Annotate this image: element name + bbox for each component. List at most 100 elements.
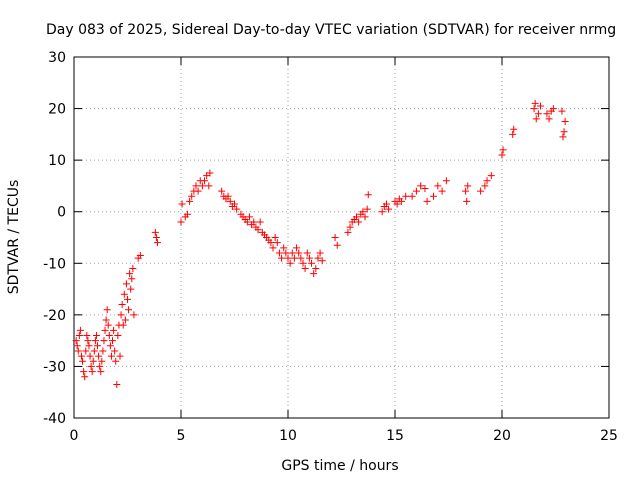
data-point-marker bbox=[183, 210, 191, 218]
data-point-marker bbox=[397, 197, 405, 205]
data-point-marker bbox=[118, 301, 126, 309]
data-point-marker bbox=[301, 264, 309, 272]
data-point-marker bbox=[82, 347, 90, 355]
data-point-marker bbox=[303, 249, 311, 257]
data-point-marker bbox=[385, 205, 393, 213]
data-point-marker bbox=[153, 239, 161, 247]
data-point-marker bbox=[331, 234, 339, 241]
data-point-marker bbox=[119, 321, 127, 329]
data-point-marker bbox=[273, 239, 281, 247]
data-point-marker bbox=[545, 115, 553, 123]
y-axis-ticks: -40 -30 -20 -10 0 10 20 30 bbox=[43, 50, 609, 427]
data-point-marker bbox=[81, 373, 89, 381]
data-point-marker bbox=[549, 105, 557, 113]
data-point-marker bbox=[76, 326, 84, 334]
data-point-marker bbox=[499, 146, 507, 154]
data-point-marker bbox=[198, 182, 206, 190]
data-points bbox=[72, 99, 569, 388]
data-point-marker bbox=[178, 200, 186, 208]
data-point-marker bbox=[560, 128, 568, 136]
y-tick-label: 10 bbox=[48, 153, 66, 169]
data-point-marker bbox=[297, 254, 305, 262]
y-axis-label: SDTVAR / TECUs bbox=[6, 180, 22, 295]
data-point-marker bbox=[128, 275, 136, 283]
data-point-marker bbox=[531, 99, 539, 107]
data-point-marker bbox=[218, 187, 226, 195]
data-point-marker bbox=[99, 347, 107, 355]
data-point-marker bbox=[267, 239, 275, 247]
data-point-marker bbox=[393, 200, 401, 208]
data-point-marker bbox=[561, 117, 569, 125]
chart-title: Day 083 of 2025, Sidereal Day-to-day VTE… bbox=[46, 22, 616, 38]
y-tick-label: -20 bbox=[43, 308, 66, 324]
data-point-marker bbox=[87, 362, 95, 370]
data-point-marker bbox=[269, 244, 277, 252]
data-point-marker bbox=[483, 177, 491, 185]
y-tick-label: 0 bbox=[57, 205, 66, 221]
data-point-marker bbox=[100, 337, 108, 345]
data-point-marker bbox=[85, 342, 93, 350]
data-point-marker bbox=[243, 218, 251, 226]
data-point-marker bbox=[95, 352, 103, 360]
data-point-marker bbox=[89, 357, 97, 365]
data-point-marker bbox=[127, 285, 135, 293]
data-point-marker bbox=[226, 197, 234, 205]
data-point-marker bbox=[107, 352, 115, 360]
data-point-marker bbox=[333, 241, 341, 249]
data-point-marker bbox=[509, 130, 517, 138]
data-point-marker bbox=[254, 226, 262, 234]
data-point-marker bbox=[86, 352, 94, 360]
data-point-marker bbox=[271, 234, 279, 241]
x-tick-label: 25 bbox=[600, 428, 618, 444]
data-point-marker bbox=[532, 115, 540, 123]
y-tick-label: 30 bbox=[48, 50, 66, 66]
data-point-marker bbox=[316, 249, 324, 257]
x-tick-label: 10 bbox=[279, 428, 297, 444]
data-point-marker bbox=[105, 331, 113, 339]
data-point-marker bbox=[462, 187, 470, 195]
data-point-marker bbox=[278, 254, 286, 262]
data-point-marker bbox=[299, 259, 307, 267]
data-point-marker bbox=[284, 254, 292, 262]
data-point-marker bbox=[346, 223, 354, 231]
data-point-marker bbox=[363, 205, 371, 213]
data-point-marker bbox=[92, 331, 100, 339]
data-point-marker bbox=[382, 200, 390, 208]
data-point-marker bbox=[421, 185, 429, 193]
data-point-marker bbox=[114, 331, 122, 339]
data-point-marker bbox=[97, 368, 105, 376]
data-point-marker bbox=[359, 208, 367, 216]
data-point-marker bbox=[126, 270, 134, 278]
x-tick-label: 5 bbox=[177, 428, 186, 444]
data-point-marker bbox=[205, 182, 213, 190]
x-tick-label: 20 bbox=[493, 428, 511, 444]
data-point-marker bbox=[378, 208, 386, 216]
data-point-marker bbox=[430, 192, 438, 200]
data-point-marker bbox=[130, 311, 138, 319]
data-point-marker bbox=[110, 326, 118, 334]
data-point-marker bbox=[464, 182, 472, 190]
data-point-marker bbox=[88, 368, 96, 376]
data-point-marker bbox=[206, 169, 214, 177]
data-point-marker bbox=[129, 264, 137, 272]
data-point-marker bbox=[559, 133, 567, 141]
data-point-marker bbox=[314, 254, 322, 262]
data-point-marker bbox=[344, 228, 352, 236]
data-point-marker bbox=[423, 197, 431, 205]
data-point-marker bbox=[275, 249, 283, 257]
data-point-marker bbox=[290, 254, 298, 262]
data-point-marker bbox=[355, 218, 363, 226]
data-point-marker bbox=[104, 321, 112, 329]
data-point-marker bbox=[98, 357, 106, 365]
data-point-marker bbox=[477, 187, 485, 195]
data-point-marker bbox=[408, 192, 416, 200]
data-point-marker bbox=[463, 197, 471, 205]
data-point-marker bbox=[109, 337, 117, 345]
data-point-marker bbox=[318, 257, 326, 265]
data-point-marker bbox=[74, 347, 82, 355]
data-point-marker bbox=[295, 249, 303, 257]
data-point-marker bbox=[72, 337, 80, 345]
data-point-marker bbox=[121, 316, 129, 324]
data-point-marker bbox=[250, 218, 258, 226]
data-point-marker bbox=[558, 107, 566, 115]
